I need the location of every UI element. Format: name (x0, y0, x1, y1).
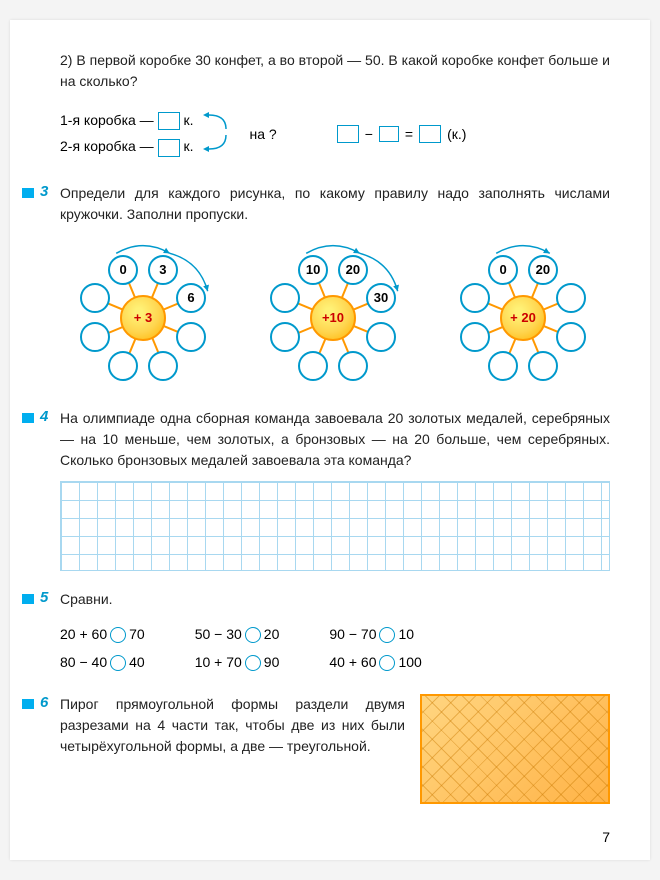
task-marker (22, 413, 34, 423)
compare-circle[interactable] (110, 627, 126, 643)
diagram-circle[interactable]: 0 (488, 255, 518, 285)
eq-box[interactable] (379, 126, 399, 142)
compare-circle[interactable] (379, 655, 395, 671)
diagram-circle[interactable] (148, 351, 178, 381)
diagram-circle[interactable] (80, 283, 110, 313)
page-number: 7 (602, 829, 610, 845)
compare-columns: 20 + 607080 − 4040 50 − 302010 + 7090 90… (60, 620, 610, 676)
diagram-2: +10 10 2030 (250, 240, 420, 390)
diagram-circle[interactable] (270, 283, 300, 313)
task-6-text: Пирог прямоугольной формы раздели двумя … (60, 694, 405, 804)
box1-row: 1-я коробка — к. (60, 112, 193, 130)
eq-box[interactable] (337, 125, 359, 143)
diagram-3: + 20 0 20 (440, 240, 610, 390)
task-4: 4 На олимпиаде одна сборная команда заво… (60, 408, 610, 571)
compare-row: 20 + 6070 (60, 620, 145, 648)
diagram-circle[interactable]: 3 (148, 255, 178, 285)
compare-col-2: 50 − 302010 + 7090 (195, 620, 280, 676)
answer-grid[interactable] (60, 481, 610, 571)
compare-col-3: 90 − 701040 + 60100 (329, 620, 421, 676)
diagram-circle[interactable] (108, 351, 138, 381)
compare-row: 80 − 4040 (60, 648, 145, 676)
compare-row: 50 − 3020 (195, 620, 280, 648)
diagram-circle[interactable] (366, 322, 396, 352)
sun-center: + 20 (500, 295, 546, 341)
task-5-title: Сравни. (60, 589, 610, 610)
task-marker (22, 188, 34, 198)
task-3-text: Определи для каждого рисунка, по какому … (60, 183, 610, 225)
diagram-circle[interactable] (528, 351, 558, 381)
task-6: 6 Пирог прямоугольной формы раздели двум… (60, 694, 610, 804)
diagram-circle[interactable]: 10 (298, 255, 328, 285)
sun-center: +10 (310, 295, 356, 341)
task-num-6: 6 (40, 694, 48, 711)
textbook-page: 2) В первой коробке 30 конфет, а во втор… (10, 20, 650, 860)
diagram-circle[interactable] (270, 322, 300, 352)
diagram-circle[interactable]: 6 (176, 283, 206, 313)
task-num-4: 4 (40, 408, 48, 425)
task-num-5: 5 (40, 589, 48, 606)
task-marker (22, 594, 34, 604)
diagram-circle[interactable] (460, 322, 490, 352)
compare-circle[interactable] (379, 627, 395, 643)
compare-circle[interactable] (110, 655, 126, 671)
compare-row: 40 + 60100 (329, 648, 421, 676)
sun-center: + 3 (120, 295, 166, 341)
pie-rectangle[interactable] (420, 694, 610, 804)
equation: − = (к.) (337, 125, 467, 143)
task-5: 5 Сравни. 20 + 607080 − 4040 50 − 302010… (60, 589, 610, 676)
compare-row: 90 − 7010 (329, 620, 421, 648)
diagram-circle[interactable] (488, 351, 518, 381)
eq-box[interactable] (419, 125, 441, 143)
box2-row: 2-я коробка — к. (60, 138, 193, 156)
task-4-text: На олимпиаде одна сборная команда завоев… (60, 408, 610, 471)
task-num-3: 3 (40, 183, 48, 200)
diagram-circle[interactable]: 20 (338, 255, 368, 285)
input-box[interactable] (158, 139, 180, 157)
diagram-circle[interactable] (80, 322, 110, 352)
sun-diagrams: + 3036 +10102030 + 20020 (60, 240, 610, 390)
compare-circle[interactable] (245, 655, 261, 671)
diagram-circle[interactable] (556, 283, 586, 313)
diagram-circle[interactable]: 20 (528, 255, 558, 285)
diagram-circle[interactable] (556, 322, 586, 352)
task-3: 3 Определи для каждого рисунка, по каком… (60, 183, 610, 390)
diagram-1: + 3 036 (60, 240, 230, 390)
diagram-circle[interactable]: 30 (366, 283, 396, 313)
diagram-circle[interactable] (460, 283, 490, 313)
input-box[interactable] (158, 112, 180, 130)
diagram-circle[interactable] (338, 351, 368, 381)
pie-pattern (422, 696, 608, 802)
diagram-circle[interactable] (298, 351, 328, 381)
compare-circle[interactable] (245, 627, 261, 643)
task-2-text: 2) В первой коробке 30 конфет, а во втор… (60, 50, 610, 92)
between-label: на ? (249, 126, 276, 142)
diagram-circle[interactable]: 0 (108, 255, 138, 285)
task-marker (22, 699, 34, 709)
compare-col-1: 20 + 607080 − 4040 (60, 620, 145, 676)
compare-row: 10 + 7090 (195, 648, 280, 676)
diagram-circle[interactable] (176, 322, 206, 352)
curly-arrows (201, 107, 241, 162)
task-2: 2) В первой коробке 30 конфет, а во втор… (60, 50, 610, 165)
